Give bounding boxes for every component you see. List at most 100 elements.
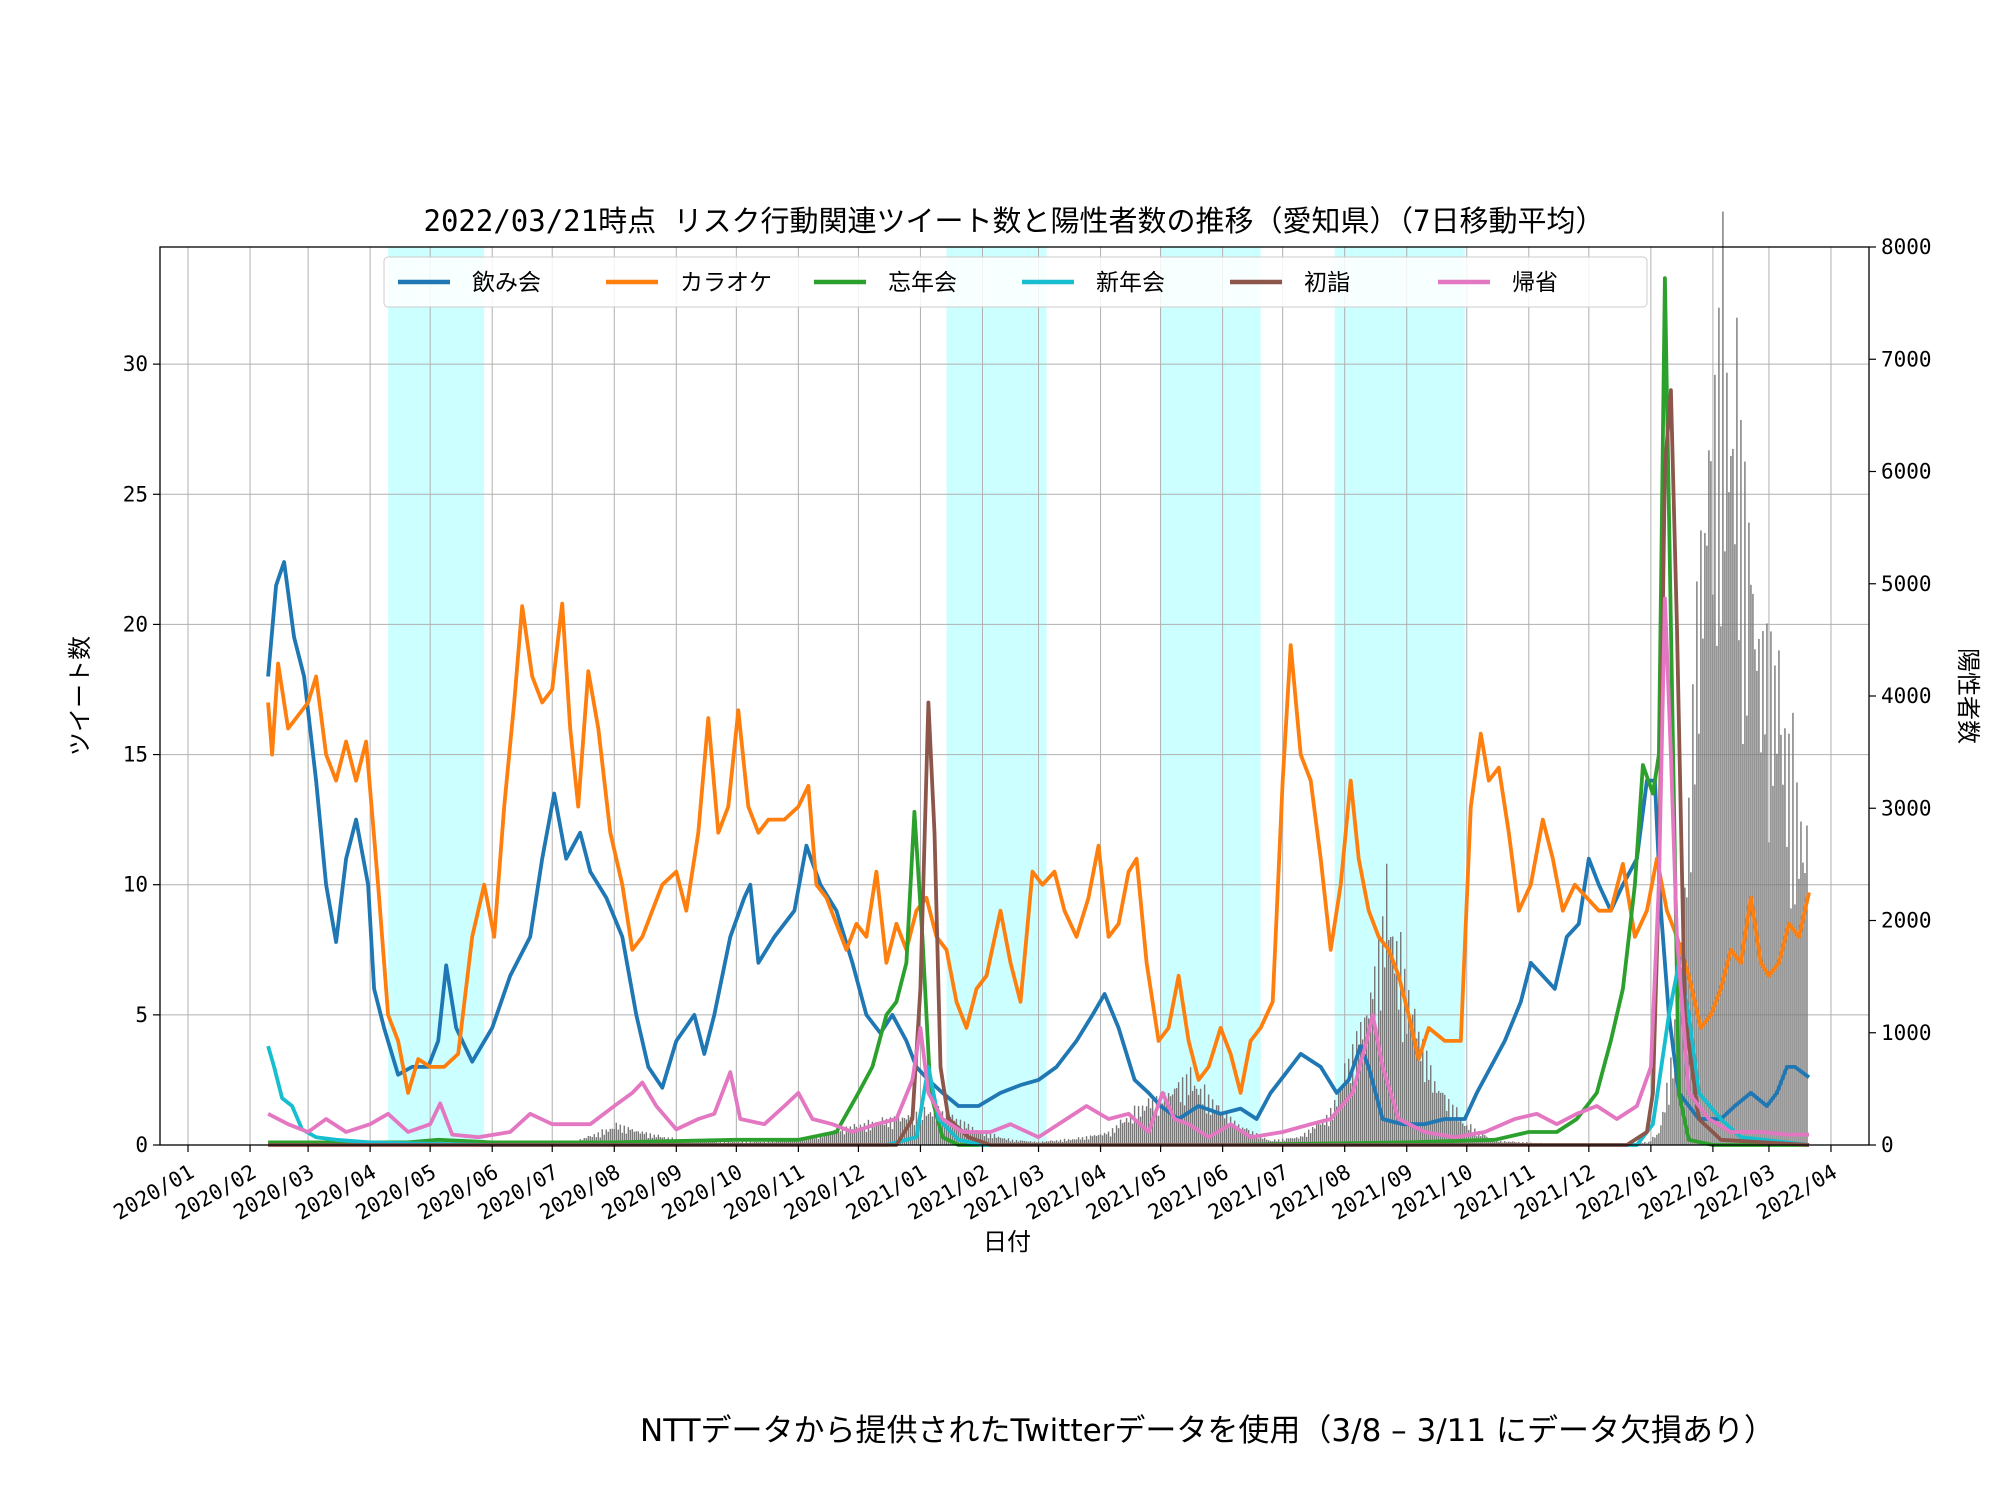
positives-bar (1390, 937, 1392, 1145)
positives-bar (1690, 872, 1692, 1145)
positives-bar (1382, 916, 1384, 1145)
positives-bar (1177, 1082, 1180, 1145)
positives-bar (813, 1138, 816, 1145)
positives-bar (1307, 1129, 1310, 1145)
positives-bar (627, 1127, 629, 1145)
positives-bar (991, 1138, 994, 1145)
positives-bar (1436, 1092, 1438, 1145)
positives-bar (1109, 1136, 1112, 1145)
positives-bar (1762, 631, 1764, 1145)
positives-bar (1079, 1139, 1082, 1145)
positives-bar (1103, 1132, 1106, 1145)
y-left-tick-label: 30 (123, 352, 148, 376)
positives-bar (983, 1136, 986, 1145)
positives-bar (1656, 1134, 1658, 1145)
positives-bar (1063, 1138, 1066, 1145)
series-line-4 (266, 960, 1810, 1147)
legend-label: 初詣 (1304, 270, 1350, 296)
y-left-tick-label: 20 (123, 612, 148, 636)
positives-bar (783, 1140, 786, 1145)
y-right-tick-label: 0 (1881, 1133, 1894, 1157)
positives-bar (1708, 450, 1710, 1145)
positives-bar (1760, 752, 1762, 1145)
positives-bar (1165, 1103, 1168, 1145)
positives-bar (625, 1133, 627, 1145)
positives-bar (1798, 878, 1800, 1145)
positives-bar (1107, 1131, 1110, 1145)
positives-bar (1642, 1143, 1644, 1145)
positives-bar (911, 1112, 914, 1145)
y-right-tick-label: 4000 (1881, 684, 1932, 708)
positives-bar (775, 1140, 778, 1145)
positives-bar (793, 1139, 796, 1145)
positives-bar (1778, 650, 1780, 1145)
legend-label: 新年会 (1096, 270, 1165, 296)
positives-bar (1658, 1133, 1660, 1145)
positives-bar (1418, 1031, 1420, 1145)
positives-bar (1648, 1141, 1650, 1145)
series-line-6 (267, 596, 1809, 1140)
positives-bar (697, 1140, 700, 1145)
positives-bar (901, 1117, 904, 1145)
positives-bar (1127, 1122, 1130, 1145)
positives-bar (941, 1111, 944, 1145)
positives-bar (1311, 1127, 1314, 1145)
positives-bar (1341, 1084, 1344, 1145)
positives-bar (1059, 1139, 1062, 1145)
positives-bar (877, 1123, 880, 1145)
positives-bar (601, 1129, 603, 1145)
positives-bar (1327, 1126, 1330, 1145)
positives-bar (1404, 968, 1406, 1145)
positives-bar (811, 1135, 814, 1145)
positives-bar (1768, 842, 1770, 1145)
positives-bar (1500, 1140, 1502, 1145)
positives-bar (1187, 1095, 1190, 1145)
positives-bar (683, 1141, 686, 1145)
positives-bar (1089, 1135, 1092, 1145)
positives-bar (1386, 863, 1388, 1145)
positives-bar (1277, 1139, 1280, 1145)
positives-bar (1428, 1079, 1430, 1145)
positives-bar (823, 1132, 826, 1145)
positives-bar (693, 1140, 696, 1145)
positives-bar (1339, 1091, 1342, 1145)
positives-bar (865, 1131, 868, 1145)
positives-bar (841, 1127, 844, 1145)
positives-bar (1159, 1093, 1162, 1145)
positives-bar (701, 1141, 704, 1145)
positives-bar (999, 1137, 1002, 1145)
positives-bar (1694, 784, 1696, 1145)
positives-bar (1392, 936, 1394, 1145)
positives-bar (1680, 942, 1682, 1145)
positives-bar (979, 1131, 982, 1145)
positives-bar (933, 1109, 936, 1145)
positives-bar (1360, 1021, 1362, 1145)
positives-bar (649, 1133, 651, 1145)
positives-bar (1023, 1140, 1026, 1145)
y-right-tick-label: 1000 (1881, 1021, 1932, 1045)
x-axis-label: 日付 (983, 1228, 1031, 1256)
positives-bar (1239, 1129, 1242, 1145)
positives-bar (1161, 1103, 1164, 1145)
positives-bar (1408, 990, 1410, 1145)
positives-bar (825, 1132, 828, 1145)
positives-bar (835, 1132, 838, 1145)
y-left-tick-label: 15 (123, 743, 148, 767)
positives-bar (1376, 1027, 1378, 1145)
positives-bar (875, 1122, 878, 1145)
positives-bar (1426, 1050, 1428, 1145)
positives-bar (845, 1126, 848, 1145)
positives-bar (1696, 581, 1698, 1145)
positives-bar (1209, 1115, 1212, 1145)
positives-bar (1718, 307, 1720, 1145)
positives-bar (833, 1130, 836, 1145)
positives-bar (643, 1133, 645, 1145)
positives-bar (1730, 455, 1732, 1145)
y-left-tick-label: 10 (123, 873, 148, 897)
positives-bar (1249, 1134, 1252, 1145)
positives-bar (1496, 1140, 1498, 1145)
positives-bar (1131, 1123, 1134, 1145)
positives-bar (1490, 1139, 1492, 1145)
positives-bar (987, 1138, 990, 1145)
positives-bar (1087, 1139, 1090, 1145)
